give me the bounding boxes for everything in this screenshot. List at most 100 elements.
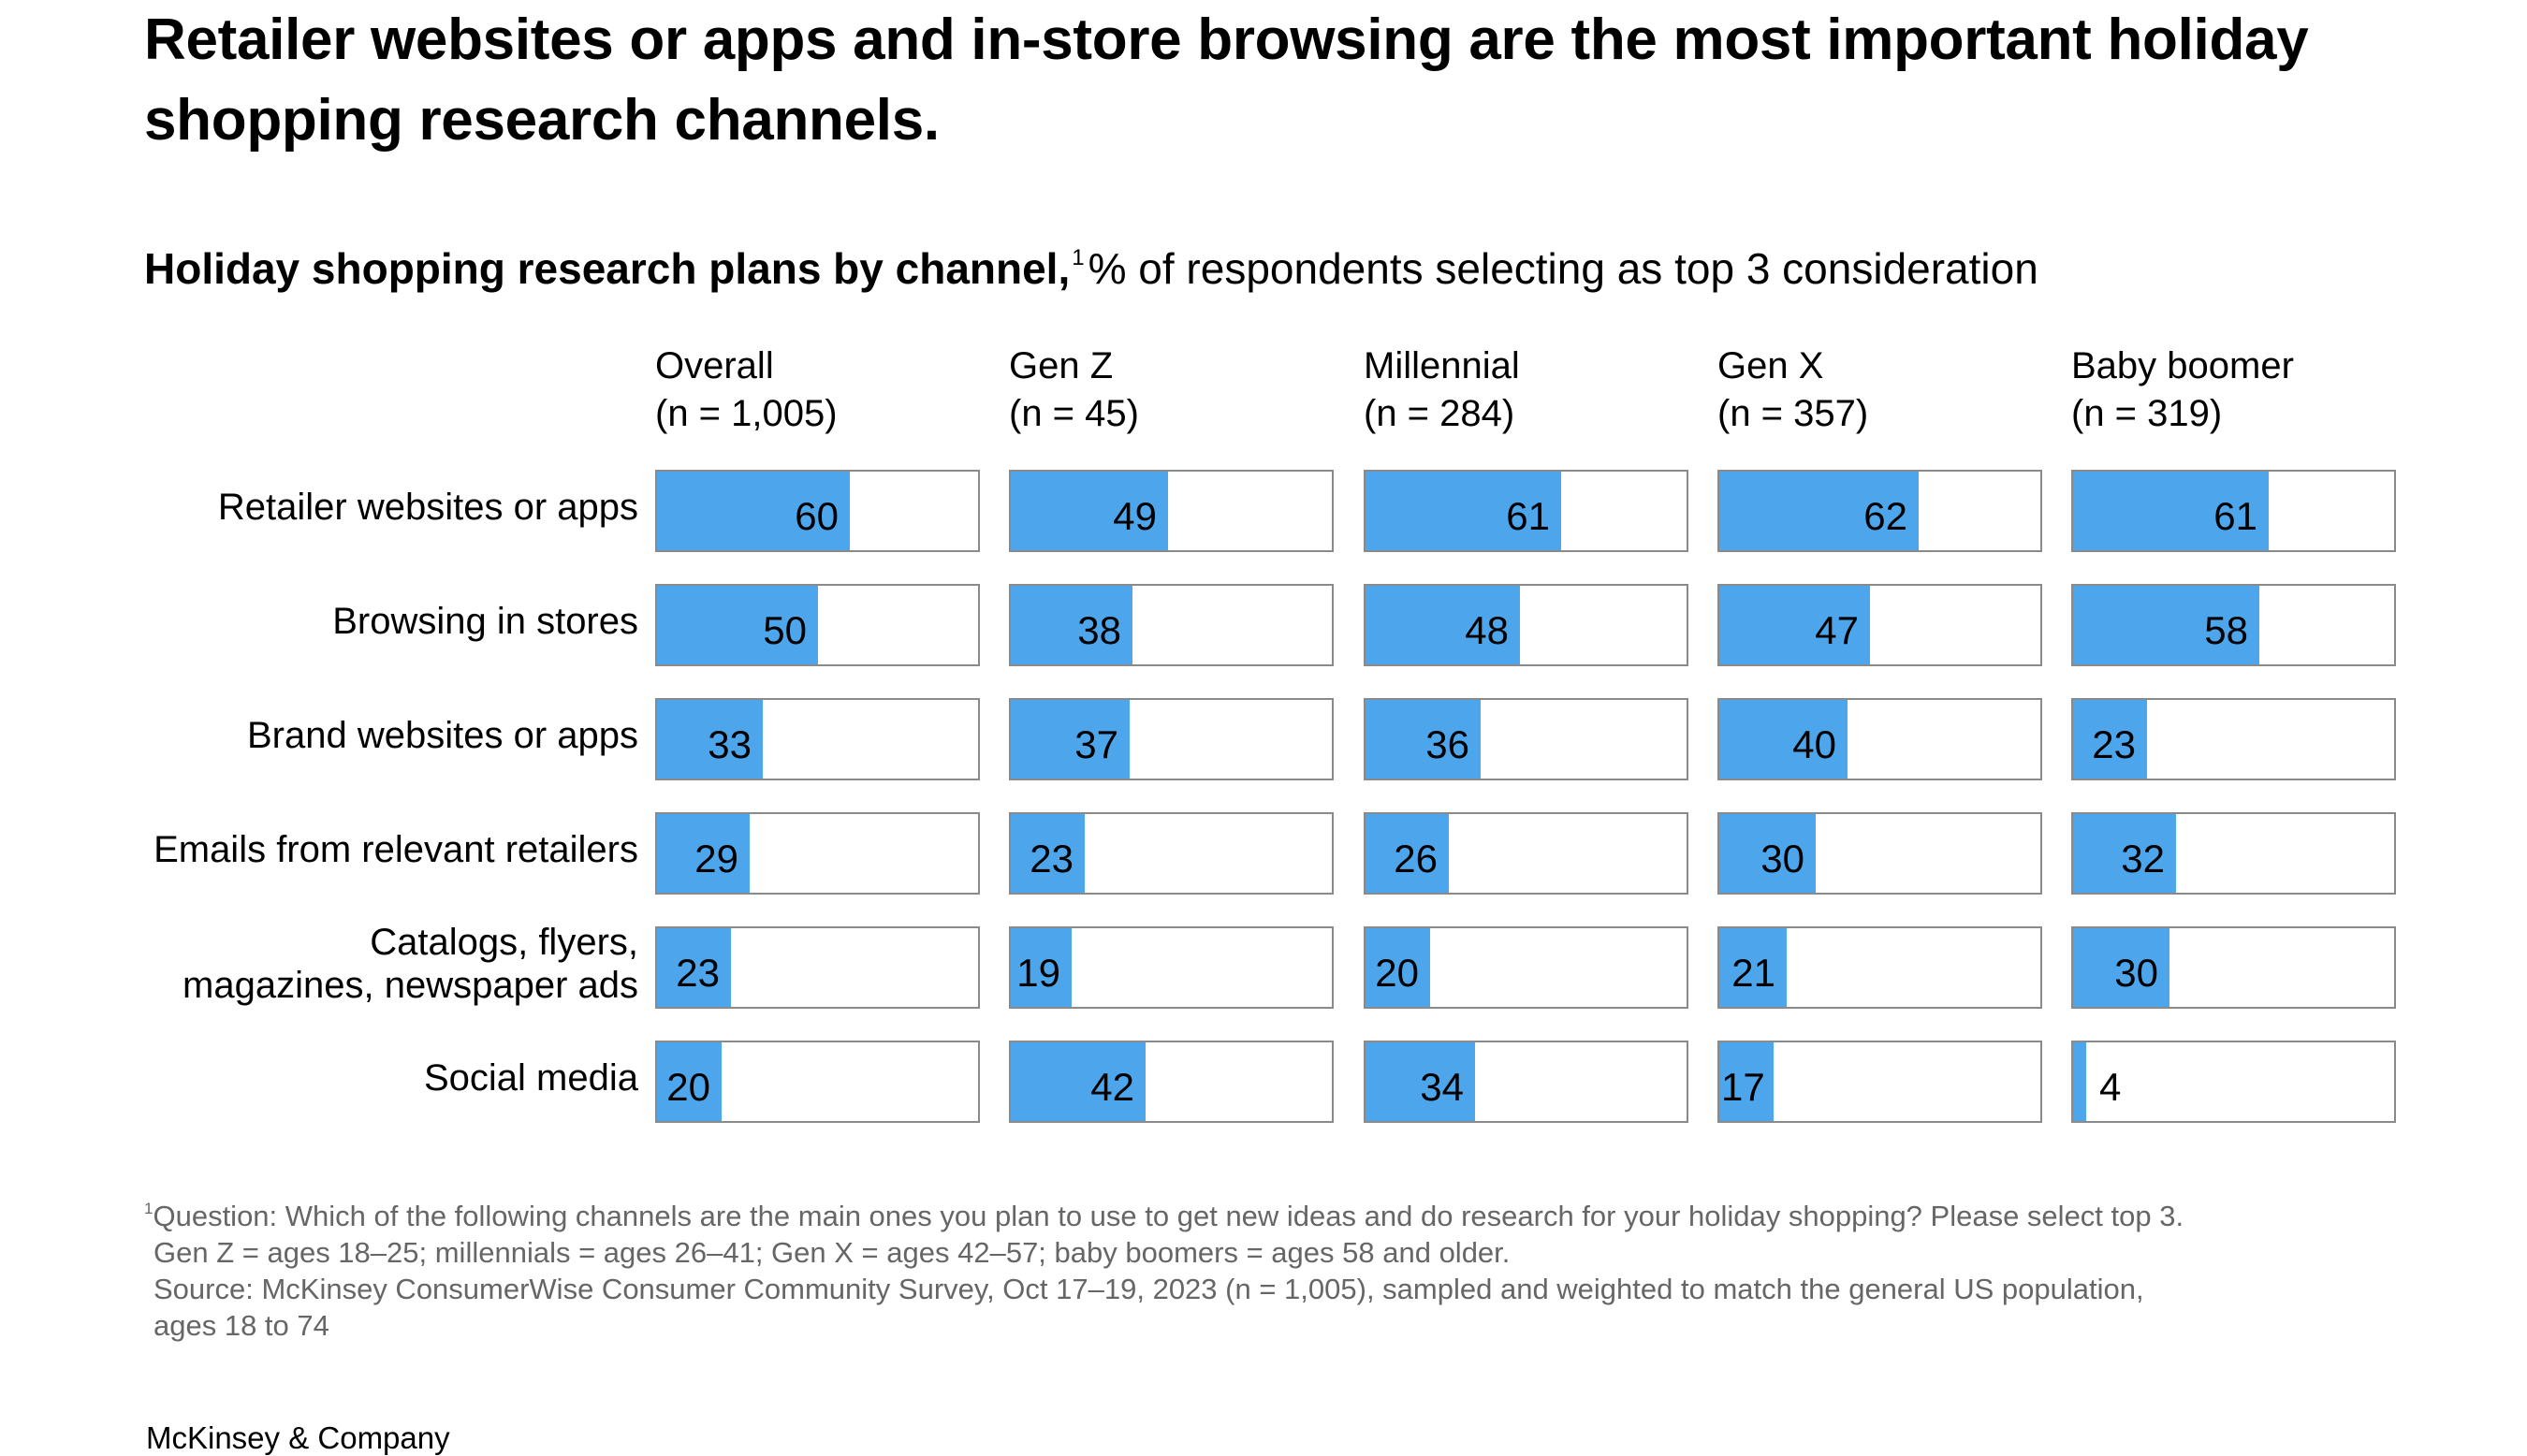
bar-baby-boomer-emails-from-relevant-retailers bbox=[2073, 814, 2176, 893]
bar-value-label: 33 bbox=[708, 722, 752, 766]
bar-value-label: 17 bbox=[1721, 1065, 1765, 1109]
chart-title: Retailer websites or apps and in-store b… bbox=[144, 7, 2309, 153]
column-header-name: Millennial bbox=[1364, 345, 1520, 386]
bar-overall-social-media bbox=[657, 1042, 722, 1121]
bar-value-label: 48 bbox=[1465, 608, 1509, 652]
row-label-brand-websites-or-apps: Brand websites or apps bbox=[246, 715, 638, 756]
bar-value-label: 23 bbox=[1030, 837, 1074, 881]
bar-track: 23 bbox=[655, 926, 980, 1009]
bar-millennial-catalogs-flyers-magazines-newspaper-ads bbox=[1366, 928, 1430, 1007]
bar-track: 20 bbox=[655, 1041, 980, 1123]
bar-millennial-emails-from-relevant-retailers bbox=[1366, 814, 1449, 893]
bar-gen-x-brand-websites-or-apps bbox=[1719, 700, 1848, 779]
bar-value-label: 38 bbox=[1077, 608, 1121, 652]
bar-baby-boomer-brand-websites-or-apps bbox=[2073, 700, 2147, 779]
bar-value-label: 49 bbox=[1113, 494, 1157, 538]
bar-value-label: 61 bbox=[1506, 494, 1550, 538]
brand-footer: McKinsey & Company bbox=[146, 1420, 450, 1455]
bar-millennial-retailer-websites-or-apps bbox=[1366, 472, 1561, 550]
bar-track: 32 bbox=[2071, 812, 2396, 895]
bar-baby-boomer-social-media bbox=[2073, 1042, 2086, 1121]
column-header-sample-size: (n = 319) bbox=[2071, 393, 2223, 434]
bar-baby-boomer-browsing-in-stores bbox=[2073, 586, 2259, 664]
footnote: 1Question: Which of the following channe… bbox=[144, 1190, 2447, 1344]
bar-value-label: 20 bbox=[666, 1065, 710, 1109]
footnote-line-question: 1Question: Which of the following channe… bbox=[144, 1200, 2184, 1232]
bar-track: 42 bbox=[1009, 1041, 1334, 1123]
bar-track: 47 bbox=[1717, 584, 2042, 666]
bar-track: 61 bbox=[1364, 470, 1688, 552]
bar-value-label: 30 bbox=[2114, 951, 2158, 995]
bar-overall-catalogs-flyers-magazines-newspaper-ads bbox=[657, 928, 731, 1007]
bar-track: 60 bbox=[655, 470, 980, 552]
bar-overall-brand-websites-or-apps bbox=[657, 700, 763, 779]
bar-gen-x-catalogs-flyers-magazines-newspaper-ads bbox=[1719, 928, 1787, 1007]
column-header-name: Baby boomer bbox=[2071, 345, 2294, 386]
bar-track: 49 bbox=[1009, 470, 1334, 552]
bar-track: 36 bbox=[1364, 698, 1688, 780]
bar-value-label: 26 bbox=[1394, 837, 1438, 881]
bar-track: 17 bbox=[1717, 1041, 2042, 1123]
chart-subtitle: Holiday shopping research plans by chann… bbox=[144, 230, 2038, 297]
bar-gen-z-emails-from-relevant-retailers bbox=[1011, 814, 1085, 893]
bar-value-label: 20 bbox=[1375, 951, 1419, 995]
bar-track: 33 bbox=[655, 698, 980, 780]
column-header-sample-size: (n = 1,005) bbox=[655, 393, 838, 434]
bar-value-label: 36 bbox=[1425, 722, 1469, 766]
bar-gen-x-social-media bbox=[1719, 1042, 1774, 1121]
column-header-sample-size: (n = 45) bbox=[1009, 393, 1139, 434]
bar-track: 50 bbox=[655, 584, 980, 666]
bar-gen-z-retailer-websites-or-apps bbox=[1011, 472, 1168, 550]
row-label-emails-from-relevant-retailers: Emails from relevant retailers bbox=[153, 829, 638, 870]
column-header-overall: Overall (n = 1,005) bbox=[655, 342, 838, 438]
column-header-gen-z: Gen Z (n = 45) bbox=[1009, 342, 1139, 438]
bar-track: 38 bbox=[1009, 584, 1334, 666]
subtitle-unit: % of respondents selecting as top 3 cons… bbox=[1088, 244, 2038, 293]
bar-track: 23 bbox=[2071, 698, 2396, 780]
subtitle-footnote-marker: 1 bbox=[1072, 245, 1085, 270]
footnote-marker: 1 bbox=[144, 1200, 153, 1217]
bar-millennial-social-media bbox=[1366, 1042, 1475, 1121]
bar-millennial-brand-websites-or-apps bbox=[1366, 700, 1481, 779]
column-header-baby-boomer: Baby boomer (n = 319) bbox=[2071, 342, 2294, 438]
bar-track: 34 bbox=[1364, 1041, 1688, 1123]
bar-track: 40 bbox=[1717, 698, 2042, 780]
bar-value-label: 50 bbox=[763, 608, 807, 652]
bar-value-label: 29 bbox=[694, 837, 738, 881]
bar-track: 48 bbox=[1364, 584, 1688, 666]
column-header-gen-x: Gen X (n = 357) bbox=[1717, 342, 1868, 438]
bar-track: 30 bbox=[2071, 926, 2396, 1009]
row-label-retailer-websites-or-apps: Retailer websites or apps bbox=[217, 487, 638, 528]
row-label-social-media: Social media bbox=[423, 1057, 638, 1099]
bar-value-label: 21 bbox=[1731, 951, 1775, 995]
column-header-sample-size: (n = 284) bbox=[1364, 393, 1515, 434]
bar-value-label: 34 bbox=[1420, 1065, 1464, 1109]
row-label-catalogs-flyers-magazines-newspaper-ads: Catalogs, flyers, magazines, newspaper ad… bbox=[183, 922, 638, 1006]
footnote-line-source-cont: ages 18 to 74 bbox=[153, 1309, 329, 1342]
bar-gen-z-catalogs-flyers-magazines-newspaper-ads bbox=[1011, 928, 1072, 1007]
bar-track: 21 bbox=[1717, 926, 2042, 1009]
bar-baby-boomer-retailer-websites-or-apps bbox=[2073, 472, 2269, 550]
column-header-millennial: Millennial (n = 284) bbox=[1364, 342, 1520, 438]
bar-value-label: 30 bbox=[1760, 837, 1804, 881]
bar-track: 37 bbox=[1009, 698, 1334, 780]
bar-overall-emails-from-relevant-retailers bbox=[657, 814, 750, 893]
bar-track: 19 bbox=[1009, 926, 1334, 1009]
bar-millennial-browsing-in-stores bbox=[1366, 586, 1520, 664]
bar-track: 20 bbox=[1364, 926, 1688, 1009]
bar-track: 26 bbox=[1364, 812, 1688, 895]
column-header-name: Gen Z bbox=[1009, 345, 1114, 386]
bar-value-label: 19 bbox=[1016, 951, 1060, 995]
bar-track: 23 bbox=[1009, 812, 1334, 895]
bar-value-label: 32 bbox=[2121, 837, 2165, 881]
bar-value-label: 61 bbox=[2213, 494, 2257, 538]
bar-gen-x-emails-from-relevant-retailers bbox=[1719, 814, 1816, 893]
bar-track: 29 bbox=[655, 812, 980, 895]
bar-value-label: 23 bbox=[676, 951, 720, 995]
bar-value-label: 47 bbox=[1815, 608, 1859, 652]
bar-overall-retailer-websites-or-apps bbox=[657, 472, 850, 550]
subtitle-bold: Holiday shopping research plans by chann… bbox=[144, 244, 1071, 293]
bar-gen-z-brand-websites-or-apps bbox=[1011, 700, 1130, 779]
bar-value-label: 23 bbox=[2092, 722, 2136, 766]
bar-value-label: 62 bbox=[1863, 494, 1907, 538]
